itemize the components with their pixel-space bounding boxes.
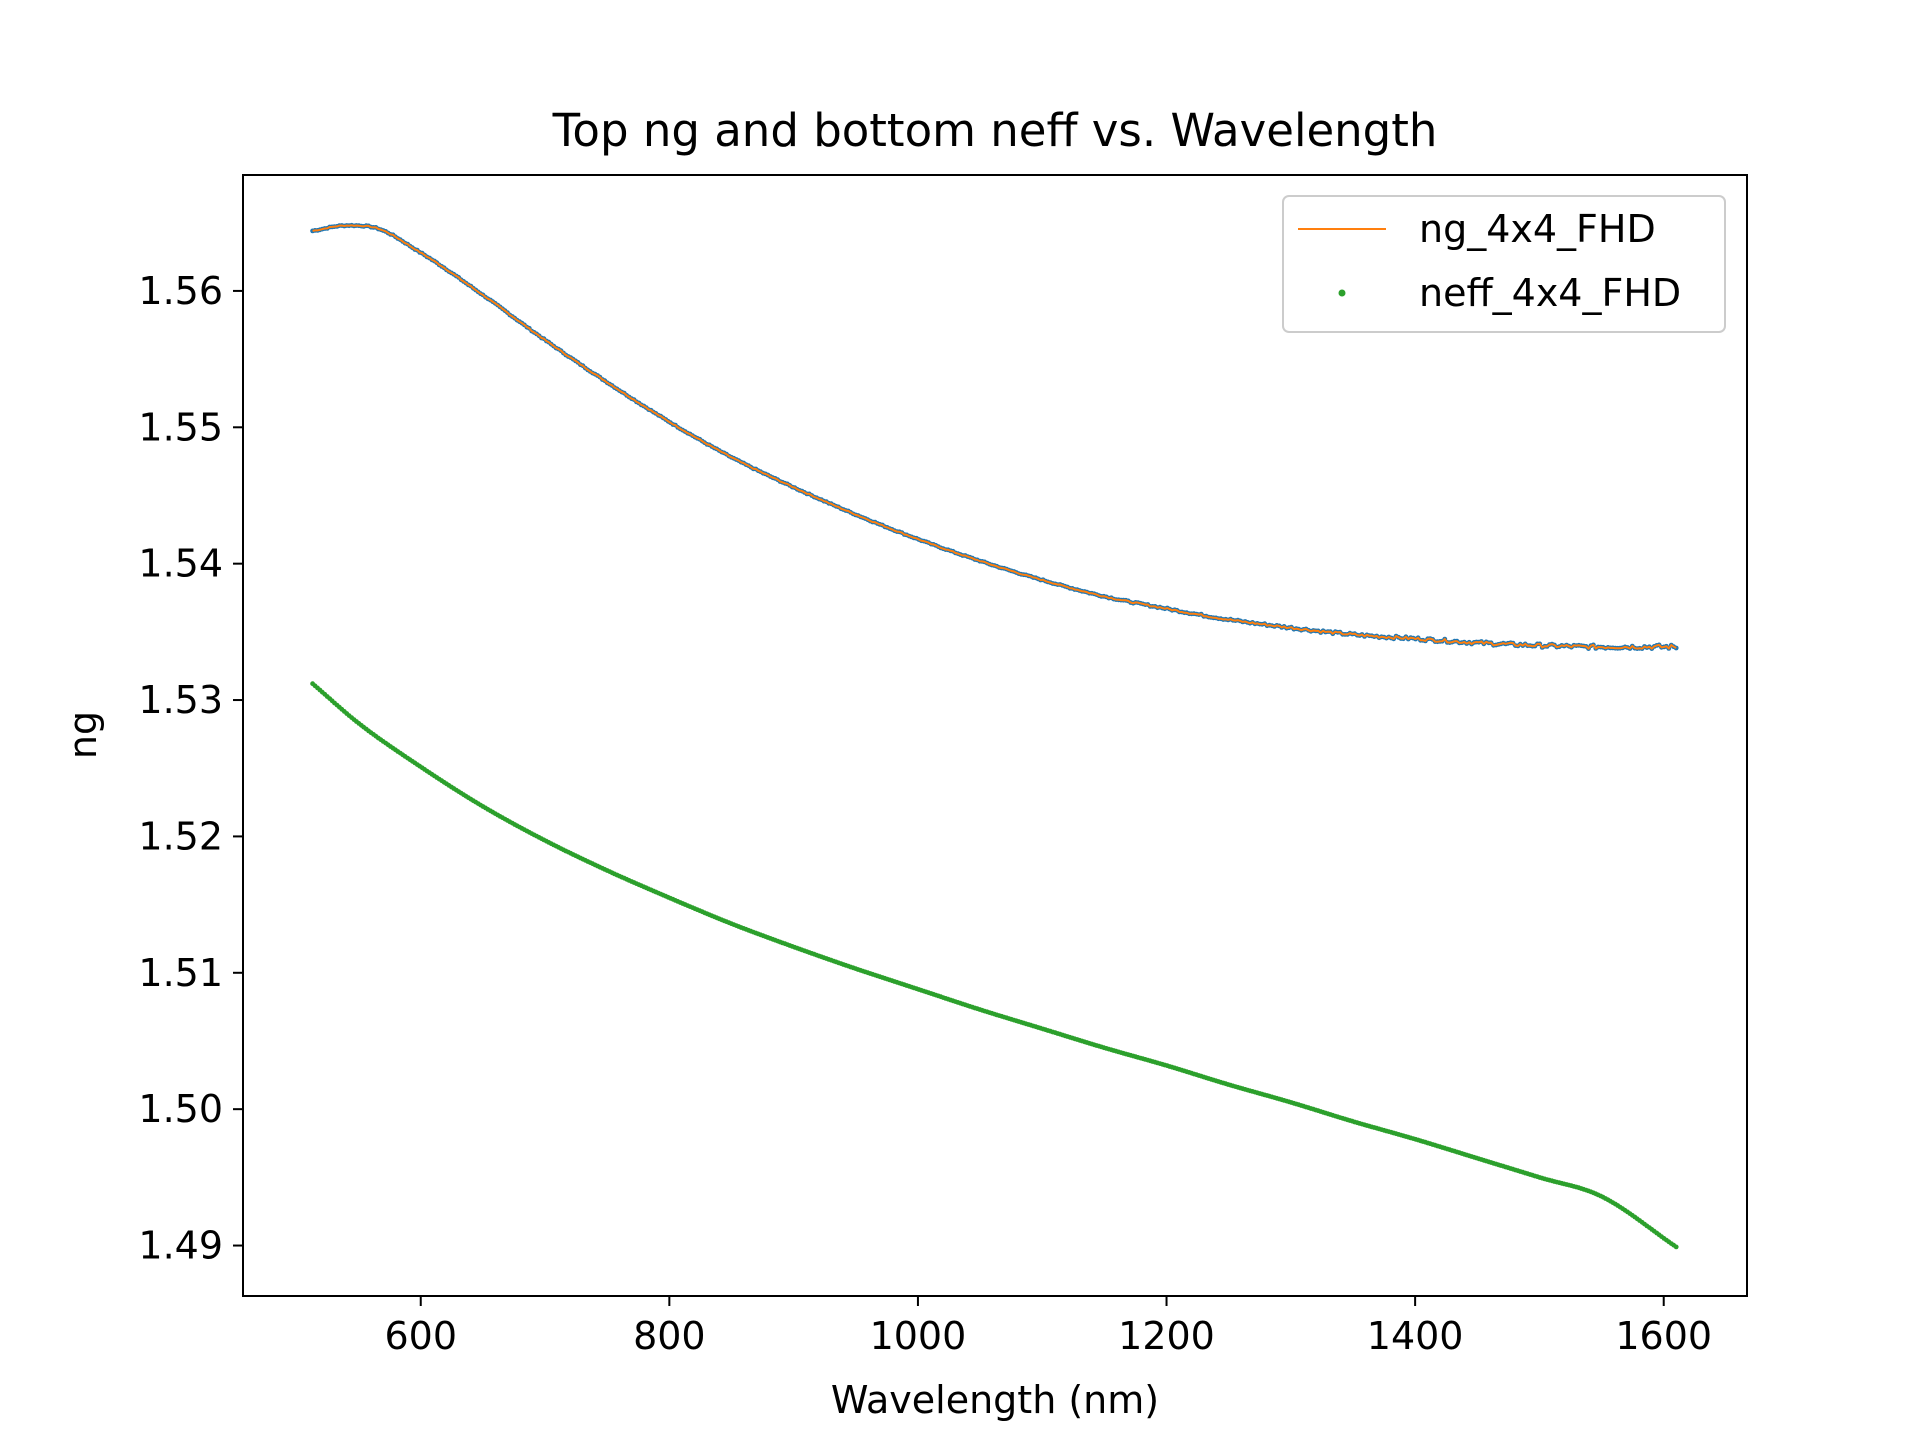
legend-label-ng: ng_4x4_FHD [1419,207,1656,251]
x-tick-label: 1600 [1615,1314,1712,1358]
y-tick-label: 1.50 [138,1087,223,1131]
plot-area [242,174,1748,1297]
y-axis-label: ng [61,711,105,759]
neff-series-points [310,681,1679,1250]
legend-dot-swatch [1338,289,1346,297]
x-tick-label: 600 [384,1314,457,1358]
chart-title: Top ng and bottom neff vs. Wavelength [552,104,1438,157]
y-tick-label: 1.49 [138,1224,223,1268]
legend: ng_4x4_FHD neff_4x4_FHD [1282,195,1726,333]
ng-series-line [312,224,1677,651]
x-axis-ticks: 600 800 1000 1200 1400 1600 [384,1296,1712,1358]
y-axis-ticks: 1.49 1.50 1.51 1.52 1.53 1.54 1.55 1.56 [138,269,243,1268]
x-tick-label: 1000 [870,1314,967,1358]
x-tick-label: 1400 [1367,1314,1464,1358]
y-tick-label: 1.55 [138,405,223,449]
y-tick-label: 1.54 [138,542,223,586]
x-tick-label: 800 [633,1314,706,1358]
x-tick-label: 1200 [1118,1314,1215,1358]
y-tick-label: 1.51 [138,951,223,995]
y-tick-label: 1.53 [138,678,223,722]
legend-label-neff: neff_4x4_FHD [1419,271,1681,315]
axes-frame [242,174,1748,1297]
x-axis-label: Wavelength (nm) [831,1378,1159,1422]
neff-data-point [1673,1244,1679,1250]
y-tick-label: 1.52 [138,814,223,858]
y-tick-label: 1.56 [138,269,223,313]
legend-box [1282,195,1726,333]
